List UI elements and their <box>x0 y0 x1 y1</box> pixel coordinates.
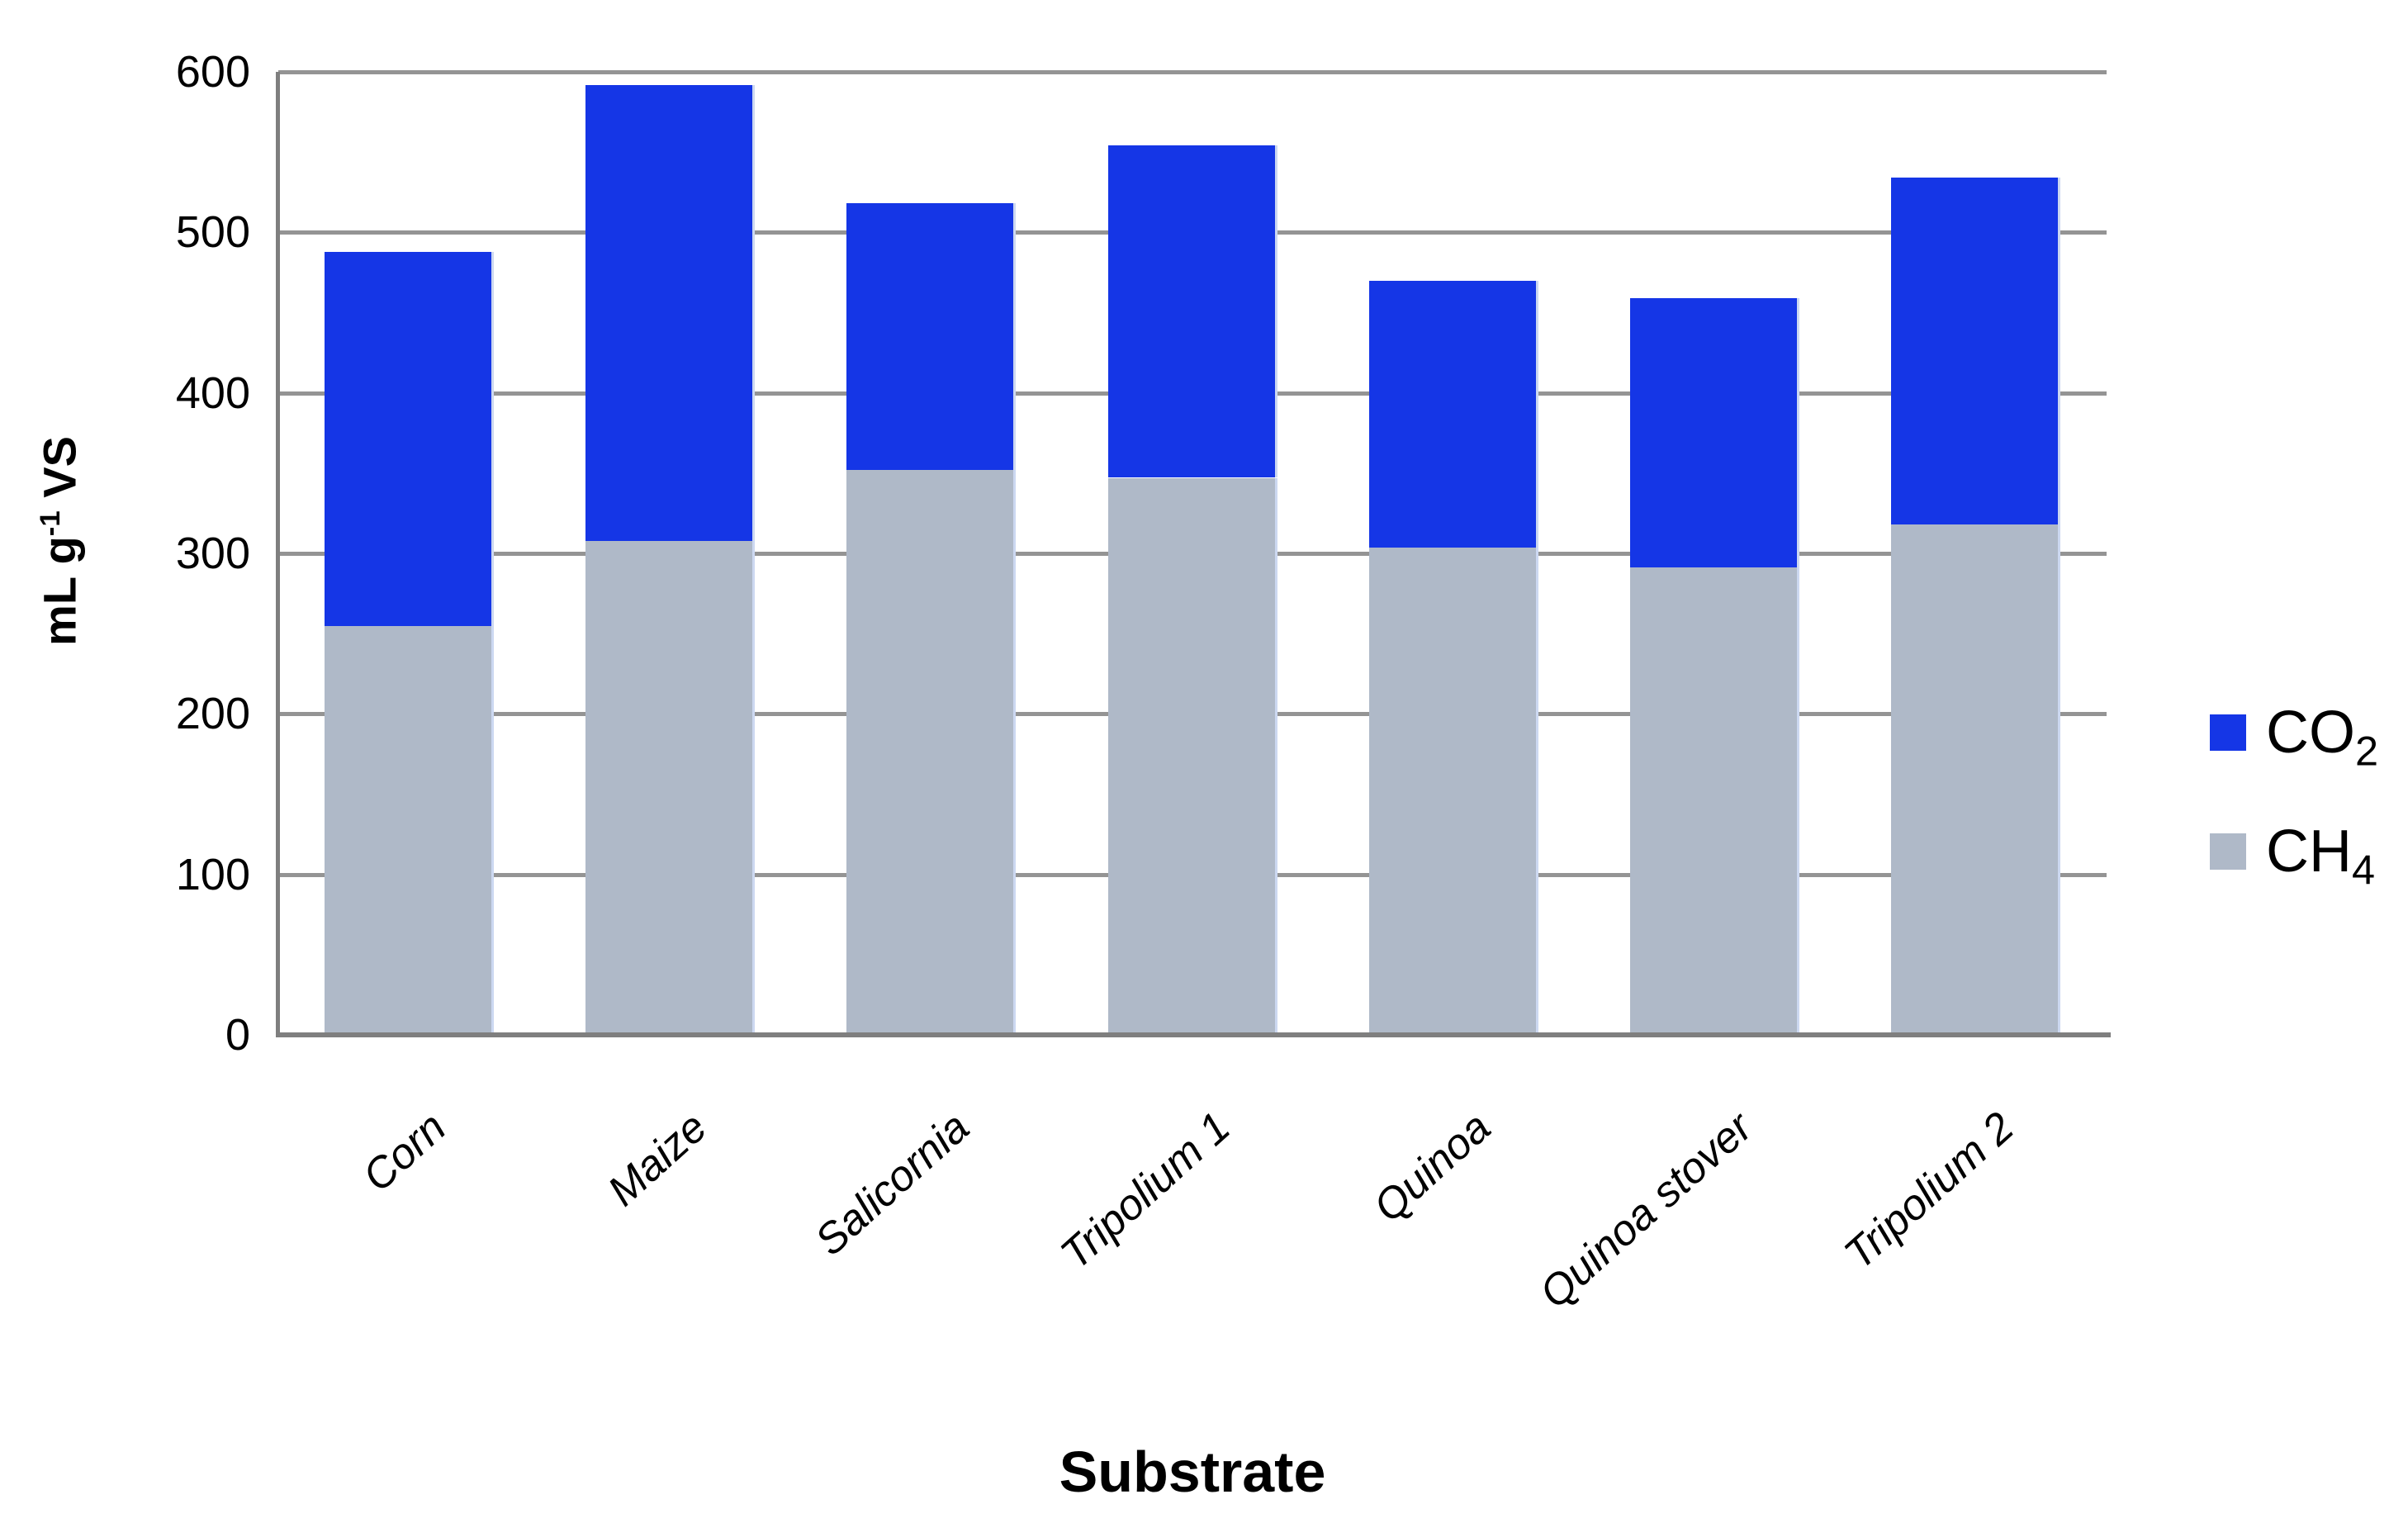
y-tick-label-600: 600 <box>175 47 250 97</box>
y-axis-title-suffix: VS <box>33 436 86 511</box>
y-tick-label-500: 500 <box>175 207 250 257</box>
x-category-label-corn: Corn <box>353 1103 456 1202</box>
y-tick-label-300: 300 <box>175 529 250 578</box>
y-axis-line <box>276 72 280 1037</box>
y-axis-title: mL g-1 VS <box>33 436 87 646</box>
legend-item-co: CO2 <box>2210 703 2378 771</box>
y-tick-label-0: 0 <box>225 1010 250 1060</box>
bar-segment-co-tripolium-1 <box>1108 145 1277 477</box>
x-category-label-salicornia: Salicornia <box>805 1103 979 1265</box>
legend-swatch-co <box>2210 714 2246 751</box>
x-category-label-quinoa-stover: Quinoa stover <box>1531 1103 1762 1318</box>
y-tick-label-200: 200 <box>175 689 250 738</box>
legend-label-co: CO2 <box>2266 700 2379 775</box>
bar-segment-co-quinoa-stover <box>1630 298 1799 567</box>
legend-label-ch: CH4 <box>2266 818 2376 894</box>
x-axis-line <box>276 1032 2111 1037</box>
x-axis-title: Substrate <box>1059 1440 1326 1504</box>
x-category-label-maize: Maize <box>599 1103 717 1216</box>
bar-segment-co-salicornia <box>846 203 1016 470</box>
bar-segment-ch-quinoa-stover <box>1630 567 1799 1035</box>
x-category-label-tripolium-2: Tripolium 2 <box>1835 1103 2023 1279</box>
bar-segment-ch-corn <box>325 625 494 1035</box>
bar-segment-co-quinoa <box>1369 281 1538 548</box>
bar-segment-ch-maize <box>585 540 755 1035</box>
gridline-600 <box>278 70 2107 74</box>
x-category-label-quinoa: Quinoa <box>1365 1103 1500 1232</box>
y-tick-label-400: 400 <box>175 368 250 418</box>
y-tick-label-100: 100 <box>175 850 250 899</box>
bar-segment-co-tripolium-2 <box>1891 178 2060 524</box>
x-category-label-tripolium-1: Tripolium 1 <box>1051 1103 1240 1279</box>
y-axis-title-superscript: -1 <box>34 510 66 537</box>
bar-segment-ch-tripolium-2 <box>1891 524 2060 1035</box>
bar-segment-co-corn <box>325 252 494 626</box>
bar-segment-ch-tripolium-1 <box>1108 478 1277 1035</box>
bar-segment-ch-quinoa <box>1369 547 1538 1035</box>
bar-segment-ch-salicornia <box>846 470 1016 1035</box>
legend-item-ch: CH4 <box>2210 822 2375 890</box>
legend-swatch-ch <box>2210 833 2246 870</box>
y-axis-title-prefix: mL g <box>33 536 86 646</box>
bar-segment-co-maize <box>585 85 755 541</box>
